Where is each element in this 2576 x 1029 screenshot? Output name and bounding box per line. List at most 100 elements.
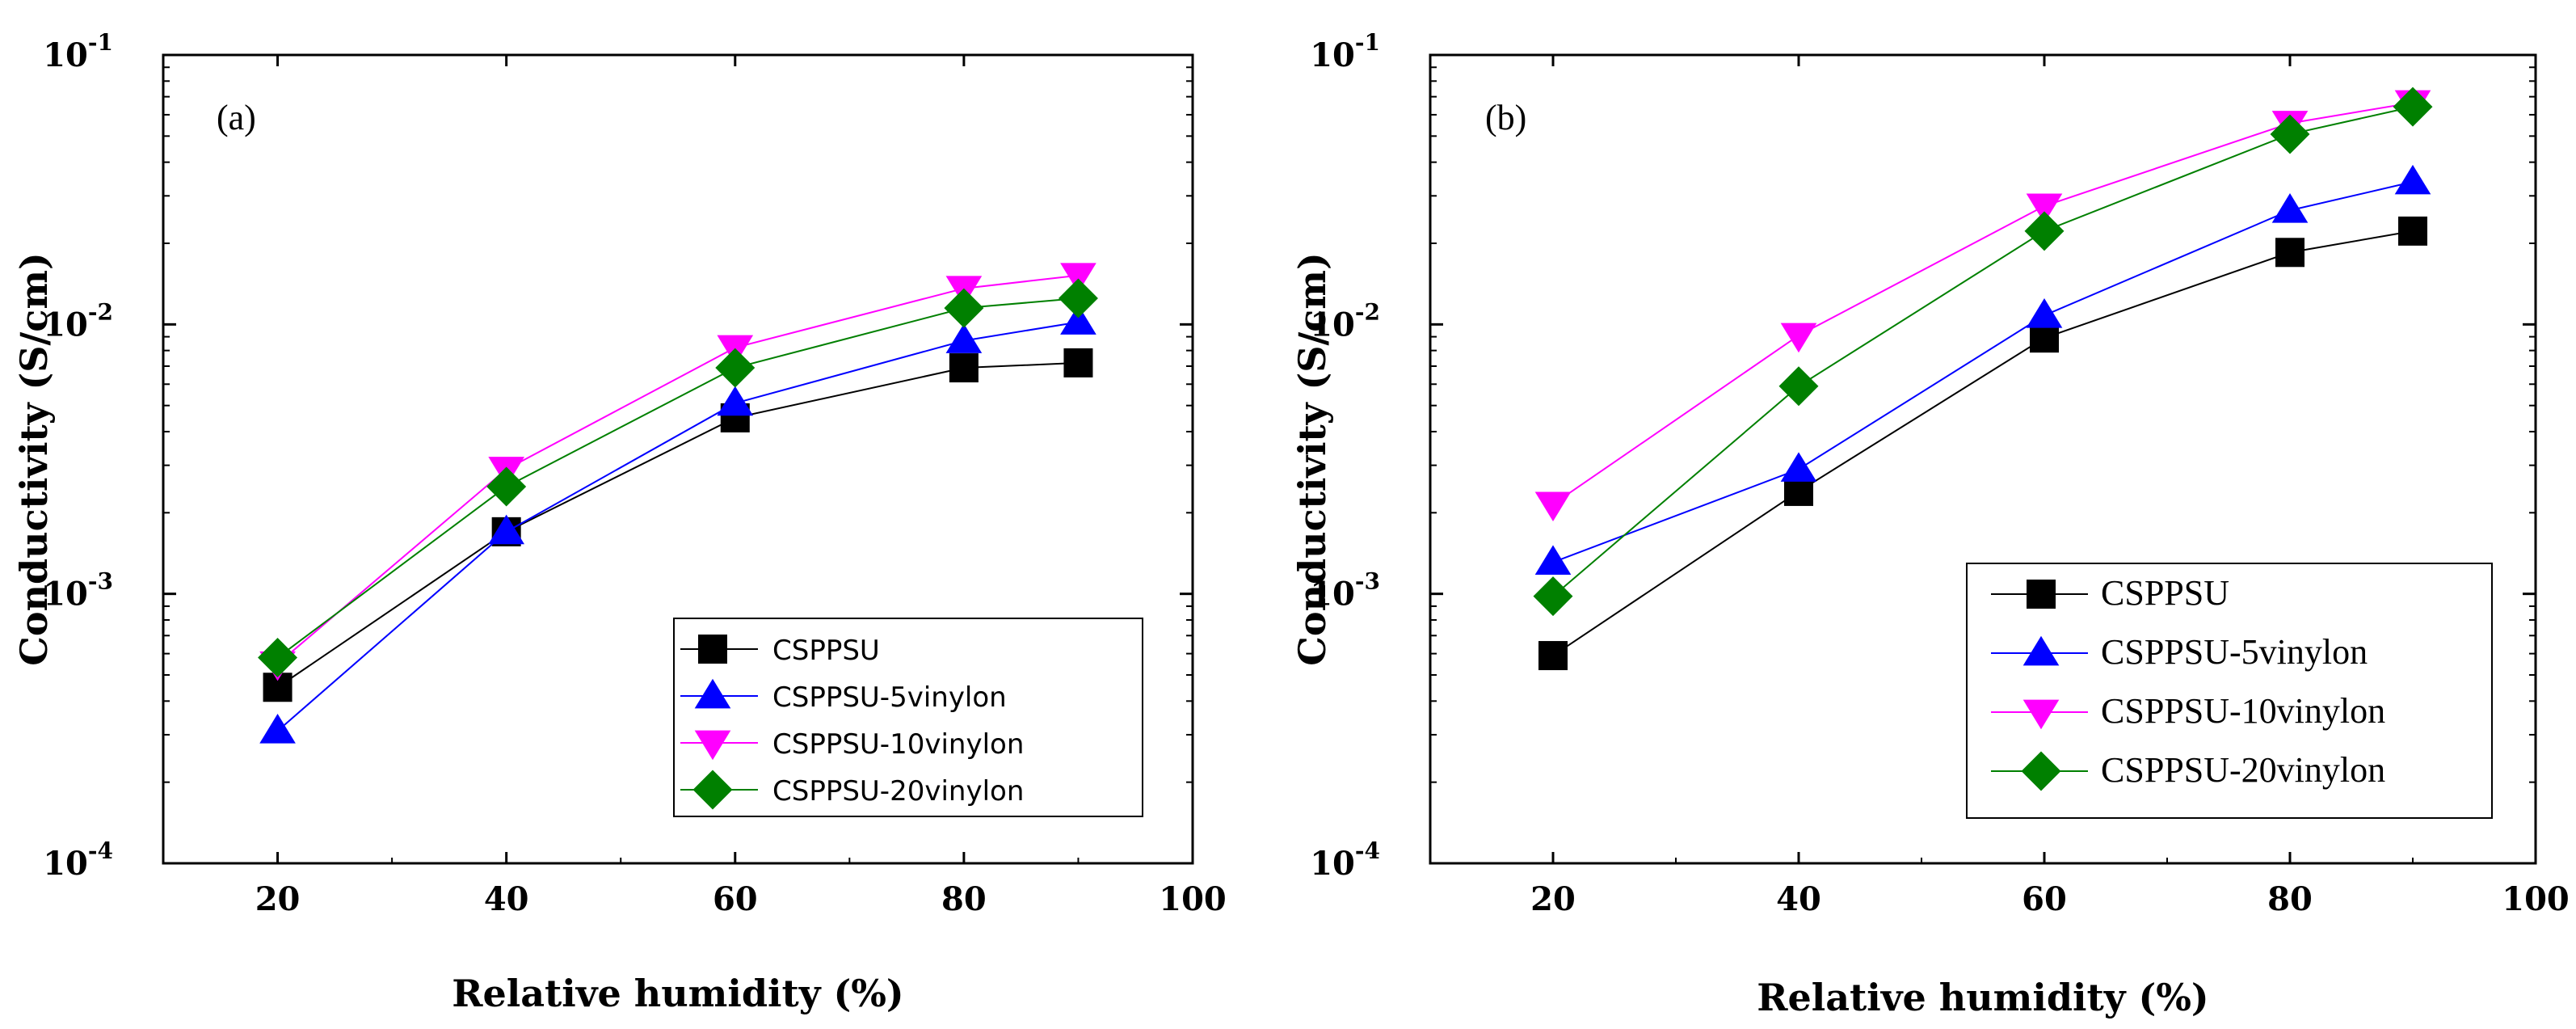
data-point	[2270, 114, 2310, 154]
data-point	[258, 638, 298, 678]
y-tick-exponent: -4	[1355, 837, 1380, 864]
y-tick-exponent: -1	[88, 29, 113, 56]
data-point	[717, 386, 754, 416]
y-tick-label: 10-4	[1310, 837, 1380, 883]
y-tick-exponent: -2	[1355, 298, 1380, 325]
y-tick-base: 10	[1310, 576, 1355, 614]
plot-frame	[162, 53, 1194, 865]
legend-entry: CSPPSU-10vinylon	[1991, 691, 2385, 731]
series-line	[1552, 106, 2414, 597]
data-point	[1060, 263, 1096, 293]
x-axis-label: Relative humidity (%)	[1757, 976, 2208, 1019]
y-tick-label: 10-2	[1310, 298, 1380, 344]
data-point	[2024, 211, 2065, 251]
y-tick-base: 10	[43, 845, 88, 883]
y-tick-exponent: -3	[88, 568, 113, 595]
x-axis-label: Relative humidity (%)	[452, 972, 903, 1015]
series-csppsu-5vinylon	[259, 305, 1096, 744]
legend-label: CSPPSU-20vinylon	[2101, 750, 2385, 790]
x-tick-label: 60	[2022, 880, 2067, 918]
x-tick-label: 20	[255, 880, 301, 918]
y-tick-label: 10-1	[1310, 29, 1380, 74]
data-point	[1780, 323, 1817, 353]
legend-entry: CSPPSU-20vinylon	[680, 770, 1024, 810]
data-point	[949, 353, 979, 383]
data-point	[2393, 86, 2433, 127]
y-tick-label: 10-2	[43, 298, 113, 344]
legend-entry: CSPPSU	[1991, 573, 2229, 613]
data-point	[2275, 238, 2305, 268]
data-point	[1063, 348, 1093, 377]
y-axis-label: Conductivity (S/cm)	[12, 252, 56, 666]
data-point	[1534, 491, 1572, 522]
series-csppsu-5vinylon	[1534, 164, 2431, 575]
series-csppsu	[1538, 216, 2427, 671]
legend-label: CSPPSU-5vinylon	[772, 681, 1007, 714]
legend-marker	[2021, 751, 2061, 791]
data-point	[2271, 193, 2309, 223]
legend-entry: CSPPSU-20vinylon	[1991, 750, 2385, 791]
x-tick-label: 80	[2267, 880, 2313, 918]
data-point	[715, 348, 756, 388]
data-point	[944, 288, 984, 328]
data-point	[1780, 452, 1817, 482]
x-tick-label: 40	[1776, 880, 1821, 918]
legend-label: CSPPSU-10vinylon	[772, 728, 1024, 761]
x-tick-label: 100	[1159, 880, 1227, 918]
data-point	[1538, 641, 1568, 671]
panel-label: (a)	[217, 98, 256, 137]
y-tick-exponent: -4	[88, 837, 113, 864]
y-tick-base: 10	[43, 576, 88, 614]
data-point	[1058, 278, 1098, 318]
y-tick-exponent: -3	[1355, 568, 1380, 595]
data-point	[488, 514, 524, 545]
y-axis-label: Conductivity (S/cm)	[1290, 252, 1334, 666]
x-tick-label: 80	[941, 880, 987, 918]
legend-label: CSPPSU	[2101, 573, 2229, 613]
series-csppsu-20vinylon	[258, 278, 1098, 678]
legend-entry: CSPPSU-5vinylon	[1991, 632, 2368, 672]
data-point	[1778, 366, 1819, 407]
series-csppsu-10vinylon	[1534, 90, 2431, 522]
legend-entry: CSPPSU	[680, 635, 880, 667]
legend-marker	[692, 770, 733, 810]
data-point	[1533, 576, 1573, 617]
data-point	[1534, 545, 1572, 575]
data-point	[2398, 216, 2427, 246]
x-tick-label: 100	[2502, 880, 2570, 918]
series-line	[1552, 102, 2414, 505]
legend-marker	[698, 635, 727, 664]
y-tick-base: 10	[43, 36, 88, 74]
x-tick-label: 40	[484, 880, 529, 918]
y-tick-label: 10-3	[43, 568, 113, 614]
y-tick-exponent: -2	[88, 298, 113, 325]
legend-marker	[2022, 635, 2060, 666]
y-tick-base: 10	[1310, 306, 1355, 344]
plot-frame	[1429, 53, 2537, 865]
legend-label: CSPPSU	[772, 635, 880, 667]
y-tick-base: 10	[1310, 845, 1355, 883]
data-point	[2026, 297, 2063, 328]
legend-entry: CSPPSU-10vinylon	[680, 728, 1024, 761]
legend-label: CSPPSU-10vinylon	[2101, 691, 2385, 731]
x-tick-label: 60	[713, 880, 758, 918]
y-tick-base: 10	[43, 306, 88, 344]
x-tick-label: 20	[1530, 880, 1576, 918]
y-tick-label: 10-3	[1310, 568, 1380, 614]
data-point	[2394, 164, 2431, 195]
legend-marker	[2022, 699, 2060, 730]
y-tick-exponent: -1	[1355, 29, 1380, 56]
series-csppsu-20vinylon	[1533, 86, 2433, 617]
y-tick-label: 10-4	[43, 837, 113, 883]
data-point	[486, 466, 527, 507]
legend: CSPPSU CSPPSU-5vinylon CSPPSU-10vinylon CSP…	[1966, 563, 2493, 819]
legend-box	[673, 618, 1143, 817]
data-point	[945, 323, 983, 353]
legend-marker	[694, 730, 731, 761]
data-point	[2030, 323, 2059, 353]
legend: CSPPSU CSPPSU-5vinylon CSPPSU-10vinylon CSP…	[673, 618, 1143, 817]
data-point	[2026, 193, 2063, 224]
data-point	[1060, 305, 1096, 335]
